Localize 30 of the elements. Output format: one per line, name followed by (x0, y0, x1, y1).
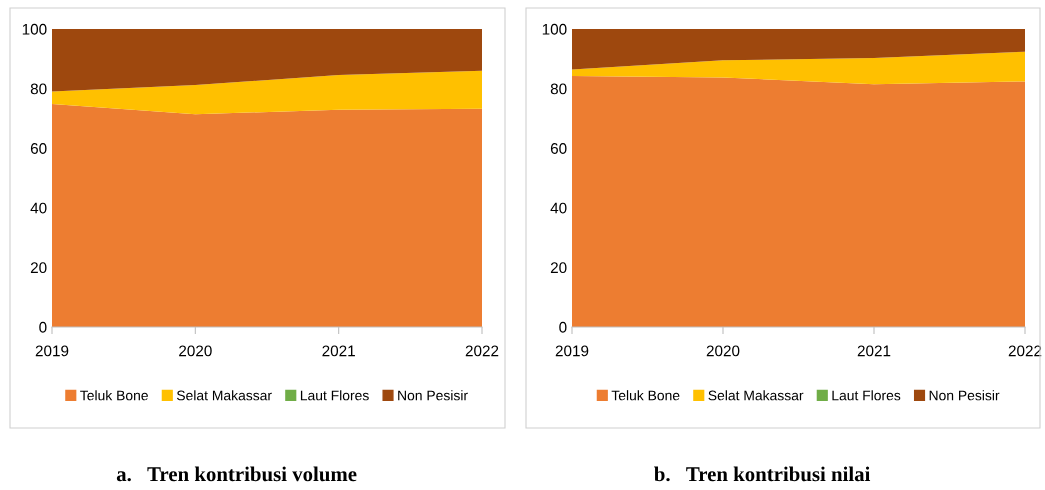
y-tick-label: 60 (550, 143, 567, 154)
legend-label: Selat Makassar (708, 390, 804, 401)
x-tick-label: 2020 (179, 345, 212, 357)
y-tick-label: 40 (30, 202, 47, 214)
y-tick-label: 100 (22, 23, 47, 35)
y-tick-label: 40 (550, 202, 567, 214)
legend-label: Teluk Bone (80, 390, 148, 401)
y-tick-label: 0 (39, 321, 47, 333)
y-tick-label: 60 (30, 143, 47, 154)
text: b. Tren kontribusi nilai (654, 466, 871, 482)
y-tick-label: 0 (559, 321, 567, 333)
legend-label: Non Pesisir (929, 390, 1000, 401)
x-tick-label: 2021 (857, 345, 891, 357)
legend-label: Laut Flores (300, 390, 369, 401)
y-tick-label: 80 (550, 83, 567, 95)
x-tick-label: 2022 (465, 345, 499, 357)
x-tick-label: 2019 (35, 345, 69, 357)
legend-label: Non Pesisir (398, 390, 468, 401)
x-tick-label: 2022 (1008, 345, 1042, 357)
y-tick-label: 20 (30, 262, 47, 274)
y-tick-label: 80 (30, 83, 47, 95)
y-tick-label: 20 (550, 262, 567, 274)
x-tick-label: 2020 (706, 345, 740, 357)
x-tick-label: 2021 (322, 345, 355, 357)
text: a. Tren kontribusi volume (116, 466, 357, 482)
legend-label: Teluk Bone (611, 390, 680, 401)
legend-label: Selat Makassar (176, 390, 272, 401)
x-tick-label: 2019 (555, 345, 589, 357)
y-tick-label: 100 (542, 23, 567, 35)
legend-label: Laut Flores (832, 390, 901, 401)
